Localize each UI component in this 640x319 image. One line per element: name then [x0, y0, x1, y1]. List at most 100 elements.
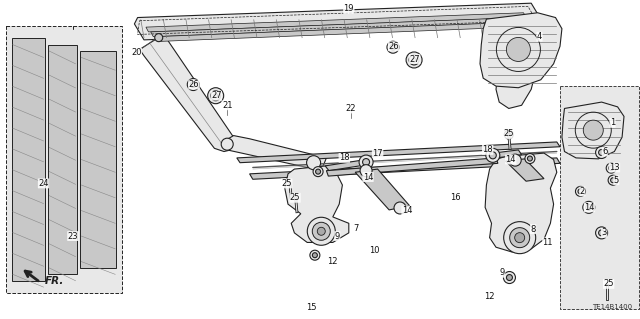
Polygon shape — [506, 159, 544, 181]
Text: 9: 9 — [500, 268, 505, 277]
Circle shape — [608, 175, 618, 185]
Polygon shape — [496, 21, 550, 108]
Text: 20: 20 — [131, 48, 141, 57]
Circle shape — [598, 150, 605, 155]
Circle shape — [313, 167, 323, 177]
Text: 22: 22 — [346, 104, 356, 113]
Text: 27: 27 — [211, 91, 221, 100]
Text: 11: 11 — [543, 238, 553, 247]
Circle shape — [307, 156, 321, 170]
Circle shape — [583, 201, 595, 213]
Text: 5: 5 — [614, 176, 619, 185]
Text: 26: 26 — [388, 42, 399, 51]
Circle shape — [285, 179, 294, 188]
Text: 15: 15 — [307, 303, 317, 312]
Circle shape — [605, 283, 609, 287]
Polygon shape — [151, 18, 521, 37]
Circle shape — [188, 78, 199, 91]
Circle shape — [412, 58, 416, 62]
Polygon shape — [480, 13, 562, 88]
Circle shape — [609, 166, 614, 171]
Text: 26: 26 — [189, 80, 199, 89]
Polygon shape — [12, 38, 45, 281]
Circle shape — [596, 146, 607, 159]
Circle shape — [578, 189, 583, 194]
Text: 25: 25 — [604, 279, 614, 288]
Text: 24: 24 — [38, 179, 49, 188]
Circle shape — [525, 153, 535, 164]
Circle shape — [190, 82, 196, 87]
Text: 21: 21 — [222, 101, 232, 110]
Text: 17: 17 — [372, 149, 383, 158]
Circle shape — [504, 130, 513, 139]
Text: 2: 2 — [580, 187, 585, 196]
Text: 25: 25 — [504, 130, 514, 138]
Circle shape — [509, 228, 530, 248]
Circle shape — [294, 196, 298, 200]
Circle shape — [221, 138, 233, 150]
Polygon shape — [237, 142, 560, 163]
Polygon shape — [223, 136, 326, 167]
Text: 3: 3 — [602, 228, 607, 237]
Circle shape — [288, 182, 292, 185]
Text: 7: 7 — [354, 224, 359, 233]
Circle shape — [598, 230, 605, 236]
Circle shape — [155, 33, 163, 42]
Circle shape — [583, 120, 604, 140]
Polygon shape — [48, 45, 77, 274]
Polygon shape — [146, 13, 526, 32]
Circle shape — [387, 41, 399, 53]
Text: 12: 12 — [484, 292, 495, 301]
Circle shape — [507, 133, 511, 137]
Polygon shape — [560, 86, 639, 309]
Text: FR.: FR. — [44, 276, 64, 286]
Circle shape — [359, 155, 373, 169]
Polygon shape — [156, 22, 516, 41]
Text: 16: 16 — [451, 193, 461, 202]
Polygon shape — [493, 150, 522, 158]
Polygon shape — [485, 153, 557, 252]
Polygon shape — [562, 102, 624, 159]
Text: 25: 25 — [282, 179, 292, 188]
Polygon shape — [325, 160, 370, 171]
Circle shape — [515, 233, 525, 243]
Circle shape — [586, 204, 592, 210]
Circle shape — [606, 163, 616, 173]
Text: 14: 14 — [506, 155, 516, 164]
Circle shape — [509, 154, 521, 166]
Polygon shape — [140, 37, 237, 152]
Circle shape — [316, 169, 321, 174]
Circle shape — [611, 178, 616, 183]
Circle shape — [486, 148, 500, 162]
Circle shape — [575, 186, 586, 197]
Text: 1: 1 — [610, 118, 615, 127]
Circle shape — [394, 202, 406, 214]
Text: 23: 23 — [68, 232, 78, 241]
Circle shape — [317, 227, 325, 235]
Circle shape — [390, 44, 396, 50]
Circle shape — [596, 227, 607, 239]
Polygon shape — [134, 3, 541, 40]
Circle shape — [312, 253, 317, 258]
Circle shape — [506, 275, 513, 280]
Circle shape — [504, 222, 536, 254]
Text: 9: 9 — [335, 232, 340, 241]
Circle shape — [363, 159, 369, 166]
Text: 8: 8 — [531, 225, 536, 234]
Text: 18: 18 — [483, 145, 493, 154]
Circle shape — [506, 37, 531, 62]
Circle shape — [207, 88, 224, 104]
Circle shape — [602, 280, 611, 289]
Circle shape — [406, 52, 422, 68]
Polygon shape — [250, 158, 560, 179]
Circle shape — [360, 165, 372, 177]
Text: 14: 14 — [402, 206, 412, 215]
Text: 12: 12 — [327, 257, 337, 266]
Text: TE14B1400: TE14B1400 — [592, 304, 632, 310]
Text: 4: 4 — [537, 32, 542, 41]
Text: 19: 19 — [344, 4, 354, 13]
Text: 14: 14 — [363, 173, 373, 182]
Polygon shape — [80, 51, 116, 268]
Polygon shape — [355, 169, 410, 210]
Text: 6: 6 — [602, 147, 607, 156]
